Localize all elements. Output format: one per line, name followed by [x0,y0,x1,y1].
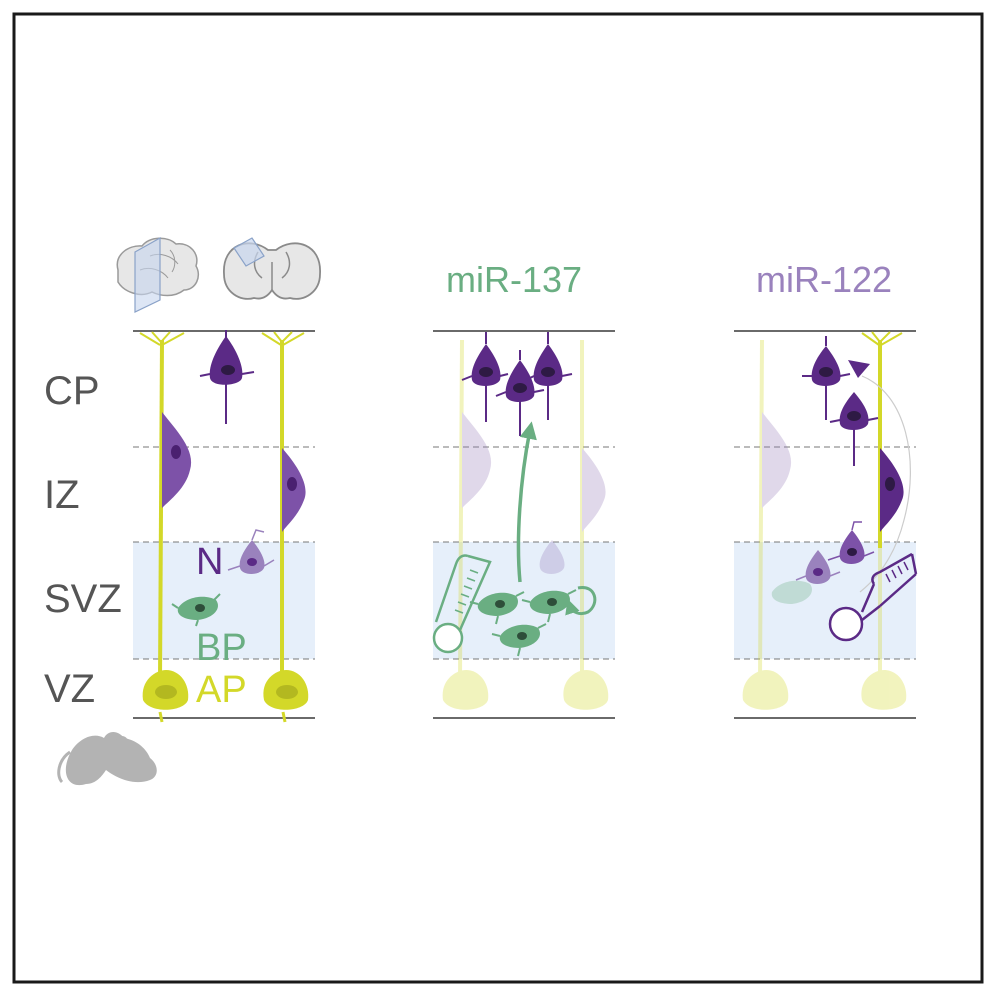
mir122-title: miR-122 [756,259,892,300]
panel-control: N BP AP [133,330,315,723]
basal-progenitor [171,593,221,627]
thermometer-icon [432,554,492,654]
mir137-title: miR-137 [446,259,582,300]
neuron [199,330,255,424]
label-basal-progenitor: BP [196,627,247,669]
neuron [525,332,573,420]
self-renewal-icon [565,586,597,616]
outer-frame [12,12,984,984]
neuron [827,521,875,564]
svz-band [133,542,315,659]
neuron [461,332,509,422]
neuron [795,550,841,584]
mouse-icon [57,732,157,786]
panel-mir122 [734,330,918,719]
neuron [495,350,545,436]
thermometer-icon [828,552,918,642]
layer-label-vz: VZ [44,667,95,711]
migrating-neuron [162,412,192,508]
neuron [829,392,879,466]
neuron [802,336,851,420]
label-apical-progenitor: AP [196,669,247,711]
basal-progenitor [491,623,547,657]
label-neuron: N [196,541,223,583]
panel-mir137 [432,330,615,719]
basal-progenitor [521,589,577,623]
neuron [227,529,275,574]
brain-coronal-icon [223,237,321,300]
apical-progenitor [139,331,189,723]
brain-side-icon [116,236,200,313]
apical-progenitor-faded [442,339,609,710]
migration-arrow [516,421,537,583]
layer-label-cp: CP [44,369,100,413]
apical-progenitor-faded [742,339,812,710]
layer-label-iz: IZ [44,473,80,517]
layer-label-svz: SVZ [44,577,122,621]
migration-arrowhead [848,360,870,378]
